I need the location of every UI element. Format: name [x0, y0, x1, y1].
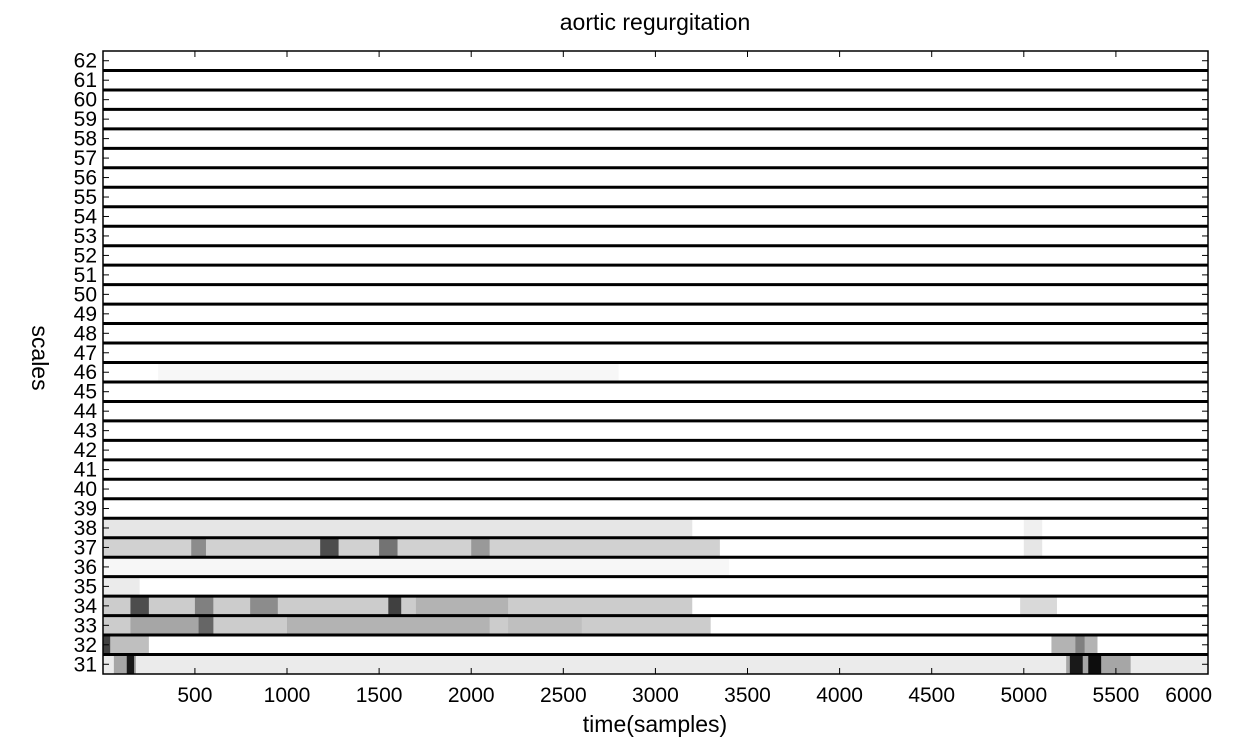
- heatmap-cell: [194, 596, 214, 616]
- band-separators: [103, 68, 1208, 657]
- y-tick-label: 62: [74, 50, 97, 73]
- x-tick-label: 2000: [448, 684, 495, 707]
- heatmap-cell: [158, 362, 619, 382]
- heatmap-cell: [287, 615, 490, 636]
- y-tick-label: 54: [74, 205, 98, 228]
- y-tick-label: 36: [74, 556, 97, 579]
- y-tick-label: 48: [74, 322, 97, 345]
- y-axis-label: scales: [27, 325, 53, 390]
- heatmap-cell: [1051, 635, 1098, 655]
- heatmap-cell: [198, 615, 214, 636]
- heatmap-cell: [1088, 654, 1102, 674]
- y-tick-label: 41: [74, 459, 97, 482]
- y-tick-label: 39: [74, 498, 97, 521]
- x-axis-label: time(samples): [583, 711, 727, 737]
- heatmap-cell: [103, 557, 730, 577]
- x-tick-label: 5500: [1093, 684, 1140, 707]
- heatmap-cell: [126, 654, 135, 674]
- y-tick-label: 33: [74, 614, 97, 637]
- x-tick-label: 3500: [724, 684, 771, 707]
- x-tick-label: 5000: [1000, 684, 1047, 707]
- heatmap-cell: [379, 537, 398, 558]
- heatmap-cell: [508, 615, 582, 636]
- x-tick-label: 4500: [908, 684, 955, 707]
- heatmap-cell: [1023, 518, 1043, 538]
- heatmap-cell: [130, 596, 149, 616]
- heatmap-cell: [1069, 654, 1083, 674]
- y-tick-label: 37: [74, 536, 97, 559]
- heatmap-cell: [388, 596, 402, 616]
- y-tick-label: 43: [74, 420, 97, 443]
- x-axis-ticks: 500 1000 1500 2000 2500 3000 3500 4000 4500 5000 5…: [177, 51, 1212, 707]
- y-tick-label: 44: [74, 400, 98, 423]
- heatmap-cell: [103, 537, 720, 558]
- y-tick-label: 46: [74, 361, 97, 384]
- chart-title: aortic regurgitation: [560, 9, 751, 35]
- heatmap-cell: [191, 537, 206, 558]
- x-tick-label: 2500: [540, 684, 587, 707]
- y-tick-label: 34: [74, 595, 98, 618]
- y-tick-label: 61: [74, 69, 97, 92]
- heatmap-cell: [103, 635, 149, 655]
- heatmap-cell: [130, 615, 214, 636]
- y-tick-label: 47: [74, 342, 97, 365]
- heatmap-cell: [1075, 635, 1085, 655]
- x-tick-label: 1500: [356, 684, 403, 707]
- heatmap-cell: [103, 518, 693, 538]
- y-tick-label: 53: [74, 225, 97, 248]
- y-axis-ticks: 3132333435363738394041424344454647484950…: [74, 50, 1208, 676]
- y-tick-label: 31: [74, 653, 97, 676]
- x-tick-label: 500: [177, 684, 212, 707]
- y-tick-label: 58: [74, 128, 97, 151]
- x-tick-label: 3000: [632, 684, 679, 707]
- y-tick-label: 38: [74, 517, 97, 540]
- heatmap-cell: [1023, 537, 1043, 558]
- y-tick-label: 40: [74, 478, 97, 501]
- heatmap-cell: [103, 576, 140, 597]
- y-tick-label: 49: [74, 303, 97, 326]
- y-tick-label: 57: [74, 147, 97, 170]
- y-tick-label: 55: [74, 186, 97, 209]
- y-tick-label: 51: [74, 264, 97, 287]
- y-tick-label: 32: [74, 634, 97, 657]
- heatmap-cell: [1020, 596, 1057, 616]
- heatmap-cell: [320, 537, 339, 558]
- x-tick-label: 4000: [816, 684, 863, 707]
- heatmap-cell: [471, 537, 490, 558]
- heatmap-cell: [250, 596, 278, 616]
- y-tick-label: 59: [74, 108, 97, 131]
- y-tick-label: 42: [74, 439, 97, 462]
- y-tick-label: 35: [74, 575, 97, 598]
- x-tick-label: 1000: [264, 684, 311, 707]
- y-tick-label: 56: [74, 167, 97, 190]
- heatmap-cell: [415, 596, 509, 616]
- y-tick-label: 45: [74, 381, 97, 404]
- y-tick-label: 52: [74, 244, 97, 267]
- y-tick-label: 50: [74, 283, 97, 306]
- y-tick-label: 60: [74, 89, 97, 112]
- x-tick-label: 6000: [1165, 684, 1212, 707]
